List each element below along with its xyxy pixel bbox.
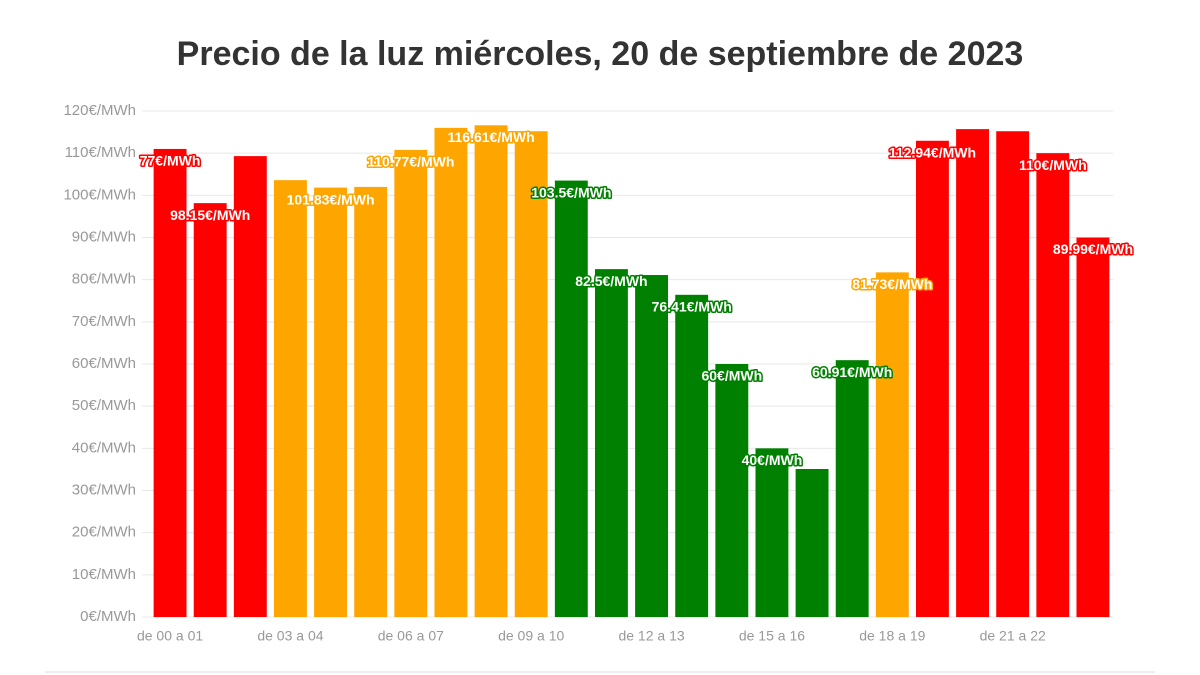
value-label: 98.15€/MWh (170, 207, 250, 223)
value-label: 76.41€/MWh (652, 299, 732, 315)
bar (755, 448, 789, 617)
bar (875, 272, 909, 617)
bar (996, 131, 1030, 618)
bar (394, 149, 428, 617)
x-tick-label: de 18 a 19 (859, 628, 925, 644)
bar (354, 186, 388, 617)
chart-title: Precio de la luz miércoles, 20 de septie… (177, 35, 1024, 73)
y-tick-label: 80€/MWh (72, 271, 136, 288)
bar (153, 148, 187, 617)
y-tick-label: 20€/MWh (72, 524, 136, 541)
value-label: 116.61€/MWh (447, 129, 534, 145)
bar (273, 180, 307, 618)
bar (675, 294, 709, 617)
value-label: 40€/MWh (742, 452, 803, 468)
bar (1036, 153, 1070, 617)
y-tick-label: 10€/MWh (72, 566, 136, 583)
x-tick-label: de 15 a 16 (739, 628, 805, 644)
bar (635, 275, 669, 617)
y-tick-label: 110€/MWh (65, 144, 136, 161)
y-tick-label: 90€/MWh (72, 228, 136, 245)
y-tick-label: 40€/MWh (72, 439, 136, 456)
value-label: 103.5€/MWh (531, 184, 611, 200)
bar (314, 187, 348, 618)
value-label: 112.94€/MWh (889, 144, 976, 160)
x-tick-label: de 03 a 04 (257, 628, 323, 644)
bar (915, 140, 949, 618)
value-label: 81.73€/MWh (852, 276, 932, 292)
y-tick-label: 50€/MWh (72, 397, 136, 414)
y-tick-label: 100€/MWh (63, 186, 136, 203)
y-tick-label: 120€/MWh (63, 102, 136, 119)
value-label: 110€/MWh (1019, 157, 1087, 173)
value-label: 110.77€/MWh (367, 154, 454, 170)
bar (956, 129, 990, 618)
value-label: 89.99€/MWh (1053, 241, 1133, 257)
y-tick-label: 70€/MWh (72, 313, 136, 330)
value-label: 101.83€/MWh (287, 191, 375, 207)
bar (594, 269, 628, 617)
bar (835, 360, 869, 617)
bar (233, 156, 267, 617)
bar (1076, 237, 1110, 617)
x-tick-label: de 21 a 22 (980, 628, 1046, 644)
bar (715, 364, 749, 617)
bar (514, 131, 548, 618)
value-label: 77€/MWh (140, 153, 201, 169)
x-tick-label: de 00 a 01 (137, 628, 203, 644)
value-label: 82.5€/MWh (575, 273, 647, 289)
bar (554, 180, 588, 617)
x-tick-label: de 09 a 10 (498, 628, 564, 644)
value-label: 60.91€/MWh (812, 364, 892, 380)
bar (193, 203, 227, 618)
value-label: 60€/MWh (701, 368, 762, 384)
x-tick-label: de 06 a 07 (378, 628, 444, 644)
y-tick-label: 30€/MWh (72, 481, 136, 498)
y-tick-label: 0€/MWh (80, 608, 136, 625)
bar (795, 468, 829, 617)
y-tick-label: 60€/MWh (72, 355, 136, 372)
bar (474, 125, 508, 618)
bar (434, 127, 468, 617)
x-tick-label: de 12 a 13 (618, 628, 684, 644)
